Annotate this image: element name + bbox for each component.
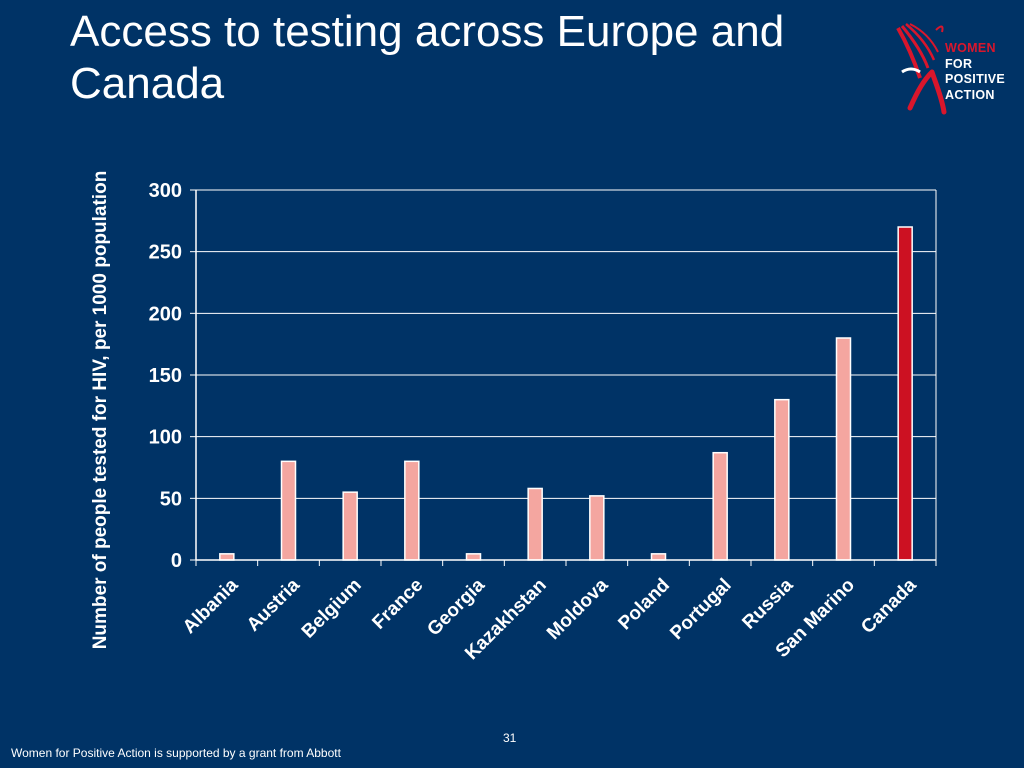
bar-albania bbox=[219, 553, 235, 561]
gridlines bbox=[196, 189, 936, 499]
bar-belgium bbox=[342, 491, 358, 561]
bar-san-marino bbox=[835, 337, 852, 561]
y-tick-label: 0 bbox=[171, 550, 182, 572]
x-tick-label: Portugal bbox=[666, 575, 735, 644]
x-tick-label: Russia bbox=[738, 574, 797, 633]
y-tick-label: 300 bbox=[149, 180, 182, 202]
bar-poland bbox=[650, 553, 667, 561]
logo-line-action: ACTION bbox=[945, 87, 995, 102]
ribbon-figure-icon bbox=[896, 23, 947, 115]
y-tick-label: 200 bbox=[149, 303, 182, 325]
logo-line-for: FOR bbox=[945, 56, 973, 71]
bar-moldova bbox=[589, 495, 605, 561]
x-tick-label: Moldova bbox=[543, 574, 613, 644]
x-tick-label: France bbox=[368, 575, 427, 634]
logo-line-positive: POSITIVE bbox=[945, 72, 1006, 86]
x-tick-label: Albania bbox=[179, 574, 243, 638]
bar-austria bbox=[280, 460, 297, 561]
y-axis-label: Number of people tested for HIV, per 100… bbox=[90, 171, 111, 650]
x-tick-label: Canada bbox=[857, 574, 921, 638]
bars bbox=[219, 226, 913, 561]
footer-note: Women for Positive Action is supported b… bbox=[11, 746, 341, 760]
slide-number: 31 bbox=[503, 731, 517, 745]
logo-text: WOMEN FOR POSITIVE ACTION bbox=[945, 41, 1005, 103]
y-tick-labels: 0 50 100 150 200 250 300 bbox=[149, 180, 182, 572]
x-tick-label: Poland bbox=[614, 575, 674, 635]
y-tick-label: 150 bbox=[149, 365, 182, 387]
slide-title: Access to testing across Europe and Cana… bbox=[70, 7, 785, 108]
y-tick-label: 100 bbox=[149, 427, 182, 449]
y-tick-label: 250 bbox=[149, 242, 182, 264]
bar-canada bbox=[897, 226, 913, 561]
y-tick-label: 50 bbox=[160, 488, 182, 510]
bar-georgia bbox=[465, 553, 482, 561]
bar-portugal bbox=[712, 451, 728, 561]
x-tick-label: Austria bbox=[243, 574, 304, 635]
bar-russia bbox=[774, 398, 790, 561]
axes bbox=[190, 189, 937, 566]
x-tick-label: Belgium bbox=[298, 575, 366, 643]
bar-france bbox=[404, 460, 420, 561]
bar-kazakhstan bbox=[527, 487, 543, 561]
logo-line-women: WOMEN bbox=[945, 41, 996, 55]
